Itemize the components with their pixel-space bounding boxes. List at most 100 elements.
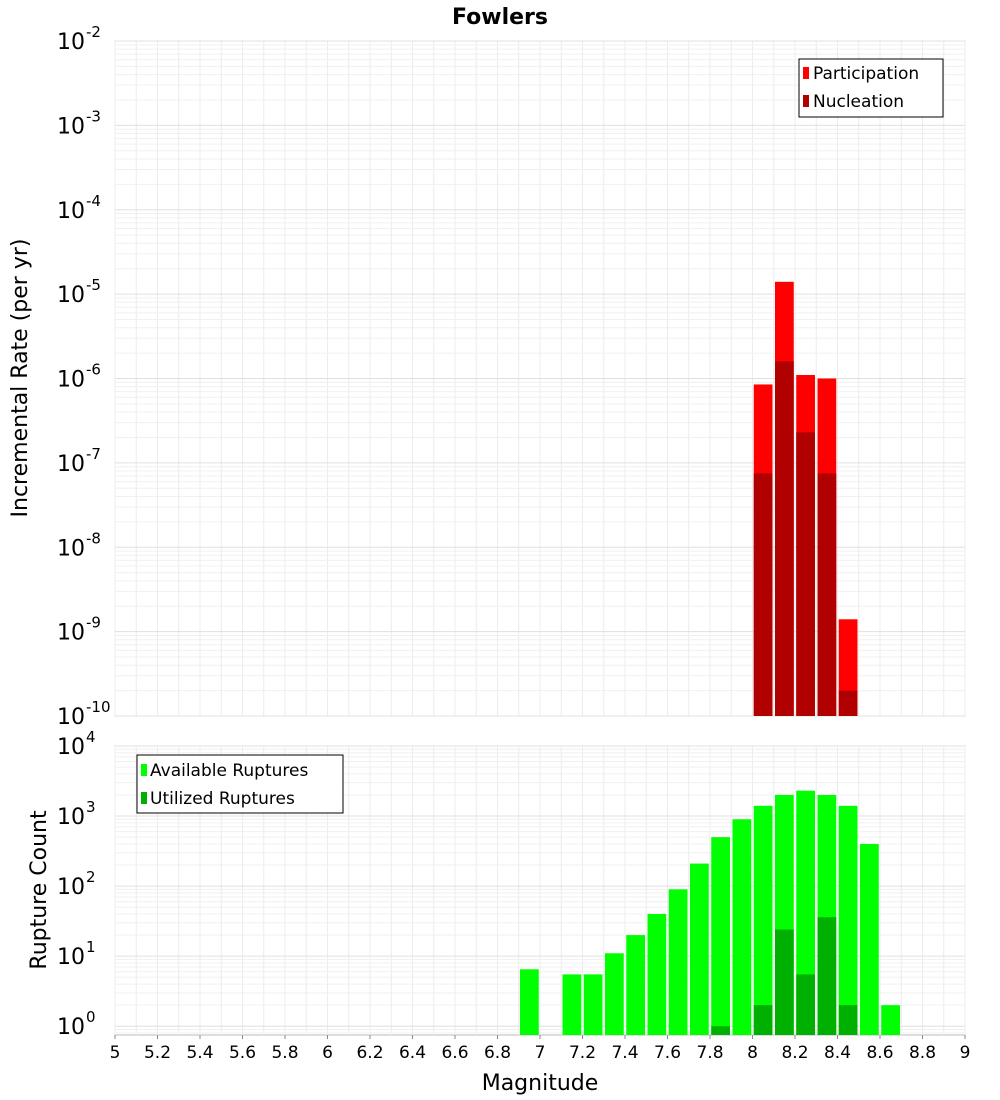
bar-available: [711, 837, 730, 1035]
y-tick-label: 10: [57, 705, 85, 730]
bar-available: [838, 805, 858, 1035]
y-tick-exponent: -5: [86, 276, 101, 294]
x-tick-label: 8.8: [909, 1043, 936, 1063]
x-tick-label: 5.4: [186, 1043, 213, 1063]
legend-swatch-available: [141, 764, 147, 776]
top-bars: [753, 281, 858, 716]
x-axis-label: Magnitude: [482, 1071, 599, 1096]
bar-nucleation: [775, 361, 794, 716]
bar-nucleation: [817, 473, 837, 716]
x-tick-label: 7: [535, 1043, 546, 1063]
bar-utilized: [711, 1026, 730, 1035]
legend-label-participation: Participation: [813, 64, 919, 84]
x-tick-label: 6.2: [356, 1043, 383, 1063]
y-tick-exponent: 4: [86, 728, 96, 746]
x-tick-label: 8.4: [824, 1043, 851, 1063]
y-tick-label: 10: [57, 199, 85, 224]
x-tick-label: 6.8: [484, 1043, 511, 1063]
bar-nucleation: [796, 432, 815, 716]
y-tick-label: 10: [57, 30, 85, 55]
top-legend-box: [798, 58, 944, 118]
y-tick-label: 10: [57, 1015, 85, 1040]
x-tick-label: 8.2: [781, 1043, 808, 1063]
y-tick-label: 10: [57, 368, 85, 393]
y-tick-label: 10: [57, 114, 85, 139]
y-tick-exponent: -3: [86, 107, 101, 125]
y-tick-exponent: 0: [86, 1008, 96, 1026]
y-tick-exponent: -2: [86, 23, 101, 41]
y-tick-label: 10: [57, 875, 85, 900]
bar-available: [605, 953, 624, 1035]
y-tick-exponent: -9: [86, 614, 101, 632]
x-tick-label: 5.2: [144, 1043, 171, 1063]
bar-utilized: [796, 974, 815, 1035]
y-tick-exponent: -10: [86, 698, 111, 716]
y-tick-exponent: -6: [86, 361, 101, 379]
y-tick-exponent: 1: [86, 938, 96, 956]
bar-available: [690, 863, 709, 1035]
x-tick-label: 9: [960, 1043, 971, 1063]
top-y-axis-label: Incremental Rate (per yr): [8, 239, 33, 518]
bar-available: [860, 843, 879, 1035]
bottom-legend-box: [136, 754, 344, 814]
x-tick-label: 8.6: [866, 1043, 893, 1063]
x-tick-label: 6.6: [441, 1043, 468, 1063]
x-ticks: 5 5.2 5.4 5.6 5.8 6 6.2 6.4 6.6 6.8 7 7.2 7.4 7.6 7.8 8…: [110, 1035, 971, 1063]
bar-available: [796, 790, 815, 1035]
top-grid: [114, 40, 966, 717]
legend-swatch-utilized: [141, 792, 147, 804]
y-tick-exponent: 3: [86, 798, 96, 816]
bottom-legend: Available Ruptures Utilized Ruptures: [136, 754, 344, 814]
y-tick-label: 10: [57, 536, 85, 561]
legend-swatch-participation: [803, 67, 809, 79]
legend-label-utilized: Utilized Ruptures: [150, 789, 295, 809]
x-tick-label: 6.4: [399, 1043, 426, 1063]
bar-utilized: [775, 929, 794, 1035]
legend-label-available: Available Ruptures: [150, 761, 308, 781]
x-tick-label: 6: [322, 1043, 333, 1063]
bar-available: [562, 974, 582, 1035]
bar-available: [626, 935, 645, 1035]
y-tick-exponent: -7: [86, 445, 101, 463]
y-tick-label: 10: [57, 452, 85, 477]
legend-label-nucleation: Nucleation: [813, 92, 904, 112]
bar-utilized: [753, 1005, 773, 1035]
bar-available: [668, 889, 688, 1035]
x-tick-label: 5: [110, 1043, 121, 1063]
bar-available: [753, 805, 773, 1035]
y-tick-exponent: -8: [86, 529, 101, 547]
y-tick-exponent: -4: [86, 192, 101, 210]
y-tick-label: 10: [57, 945, 85, 970]
y-tick-label: 10: [57, 805, 85, 830]
bar-available: [647, 914, 667, 1035]
bar-utilized: [838, 1005, 858, 1035]
x-tick-label: 8: [747, 1043, 758, 1063]
y-tick-label: 10: [57, 621, 85, 646]
x-tick-label: 5.8: [271, 1043, 298, 1063]
chart-title: Fowlers: [452, 5, 548, 30]
y-tick-label: 10: [57, 735, 85, 760]
y-tick-exponent: 2: [86, 868, 96, 886]
x-tick-label: 7.2: [569, 1043, 596, 1063]
bottom-y-axis-label: Rupture Count: [27, 810, 52, 970]
x-tick-label: 7.6: [654, 1043, 681, 1063]
bar-available: [881, 1005, 900, 1035]
y-tick-label: 10: [57, 283, 85, 308]
bar-nucleation: [753, 473, 773, 716]
x-tick-label: 7.8: [696, 1043, 723, 1063]
bar-available: [583, 974, 603, 1035]
top-legend: Participation Nucleation: [798, 58, 944, 118]
bar-available: [732, 819, 752, 1035]
bar-nucleation: [838, 690, 858, 716]
x-tick-label: 5.6: [229, 1043, 256, 1063]
x-tick-label: 7.4: [611, 1043, 638, 1063]
bar-utilized: [817, 917, 837, 1035]
legend-swatch-nucleation: [803, 95, 809, 107]
bar-available: [520, 969, 539, 1035]
bottom-bars: [520, 790, 900, 1035]
